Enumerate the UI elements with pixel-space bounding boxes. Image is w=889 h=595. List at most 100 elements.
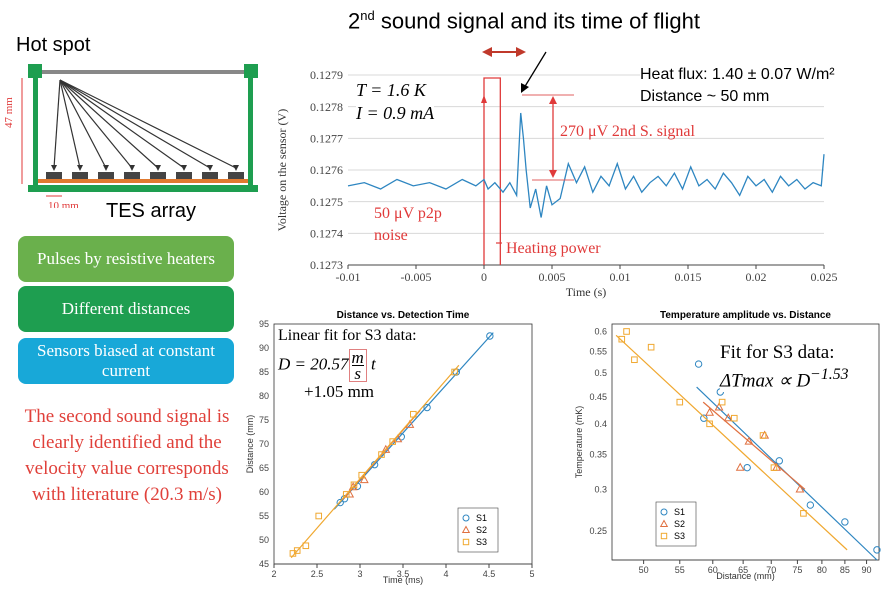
data-point-circle bbox=[700, 414, 708, 422]
data-point-square bbox=[358, 471, 366, 479]
x-tick-label: 0.025 bbox=[811, 270, 838, 284]
signal-amplitude-label: 270 μV 2nd S. signal bbox=[560, 123, 695, 140]
data-point-square bbox=[389, 438, 396, 445]
temperature-distance-chart: 50 55 60 65 70 75 80 85 90 0.25 0.3 0.35 0.4 0.45 0.5 0… bbox=[574, 310, 881, 581]
y-tick-label: 50 bbox=[259, 535, 269, 545]
fit-variable: t bbox=[371, 354, 376, 374]
x-tick-label: 50 bbox=[639, 565, 649, 575]
tes-sensors bbox=[46, 172, 244, 179]
x-axis-label: Distance (mm) bbox=[716, 571, 775, 581]
hot-spot-label: Hot spot bbox=[16, 34, 91, 56]
fit-unit-denominator: s bbox=[354, 364, 361, 383]
data-point-triangle bbox=[795, 484, 805, 493]
heating-pulse bbox=[483, 77, 501, 265]
dimension-width-label: 10 mm bbox=[48, 200, 79, 208]
x-tick-label: 0.02 bbox=[746, 270, 767, 284]
x-tick-label: 0.01 bbox=[610, 270, 631, 284]
data-point-square bbox=[647, 343, 655, 351]
y-tick-label: 75 bbox=[259, 415, 269, 425]
data-point-square bbox=[378, 451, 385, 458]
y-tick-label: 0.3 bbox=[594, 485, 607, 495]
data-point-square bbox=[800, 510, 807, 517]
x-tick-label: -0.01 bbox=[336, 270, 361, 284]
x-tick-label: 70 bbox=[766, 565, 776, 575]
temperature-annotation: T = 1.6 K bbox=[356, 80, 426, 101]
legend-marker bbox=[659, 519, 669, 527]
x-tick-label: 4.5 bbox=[483, 569, 496, 579]
y-tick-label: 0.5 bbox=[594, 368, 607, 378]
distance-annotation: Distance ~ 50 mm bbox=[640, 88, 770, 106]
y-tick-label: 0.1278 bbox=[310, 100, 343, 114]
y-tick-label: 0.4 bbox=[594, 419, 607, 429]
fit-line bbox=[333, 332, 494, 510]
data-point-square bbox=[730, 414, 738, 422]
data-point-triangle bbox=[359, 474, 369, 484]
legend-marker bbox=[461, 525, 471, 533]
data-point-circle bbox=[486, 332, 494, 340]
y-tick-label: 0.6 bbox=[594, 327, 607, 337]
data-point-triangle bbox=[735, 462, 745, 471]
heat-flux-annotation: Heat flux: 1.40 ± 0.07 W/m² bbox=[640, 66, 835, 84]
heating-arrow bbox=[481, 95, 487, 103]
power-fit-box: Fit for S3 data: ΔTmax ∝ D−1.53 bbox=[720, 342, 849, 393]
data-point-square bbox=[631, 356, 638, 364]
y-tick-label: 80 bbox=[259, 391, 269, 401]
x-tick-label: 3 bbox=[357, 569, 362, 579]
x-tick-label: 85 bbox=[840, 565, 850, 575]
power-fit-equation: ΔTmax ∝ D bbox=[720, 370, 811, 392]
x-tick-label: 90 bbox=[862, 565, 872, 575]
x-tick-label: -0.005 bbox=[401, 270, 432, 284]
info-box-pulses: Pulses by resistive heaters bbox=[18, 236, 234, 282]
x-tick-label: 75 bbox=[792, 565, 802, 575]
data-point-square bbox=[315, 512, 323, 520]
y-tick-label: 0.35 bbox=[589, 449, 607, 459]
y-tick-label: 65 bbox=[259, 463, 269, 473]
data-point-circle bbox=[806, 501, 815, 509]
power-fit-title: Fit for S3 data: bbox=[720, 342, 835, 363]
setup-diagram: 47 mm 10 mm bbox=[3, 64, 258, 208]
data-point-square bbox=[302, 542, 310, 550]
x-tick-label: 2.5 bbox=[311, 569, 324, 579]
data-point-circle bbox=[423, 403, 431, 412]
conclusion-text: The second sound signal is clearly ident… bbox=[24, 406, 230, 505]
x-tick-label: 65 bbox=[738, 565, 748, 575]
tes-array-label: TES array bbox=[106, 200, 197, 222]
data-point-triangle bbox=[723, 413, 733, 422]
data-point-triangle bbox=[705, 407, 715, 416]
heating-power-label: Heating power bbox=[506, 240, 601, 257]
y-tick-label: 0.1277 bbox=[310, 132, 343, 146]
data-point-circle bbox=[873, 546, 881, 554]
legend-label: S2 bbox=[476, 525, 487, 535]
data-point-circle bbox=[336, 498, 344, 507]
y-tick-label: 0.1279 bbox=[310, 68, 343, 82]
y-tick-label: 60 bbox=[259, 487, 269, 497]
x-tick-label: 55 bbox=[675, 565, 685, 575]
dimension-height-label: 47 mm bbox=[3, 97, 15, 128]
power-fit-exponent: −1.53 bbox=[810, 366, 849, 383]
data-point-triangle bbox=[381, 444, 391, 453]
fit-line bbox=[290, 364, 460, 559]
data-point-triangle bbox=[345, 489, 355, 498]
y-tick-label: 70 bbox=[259, 439, 269, 449]
y-tick-label: 0.25 bbox=[589, 526, 607, 536]
fit-unit-numerator: m bbox=[351, 348, 364, 367]
legend-marker bbox=[660, 532, 668, 540]
distance-time-chart: 2 2.5 3 3.5 4 4.5 5 45 50 55 60 65 70 75 80 85 90 95 Dista… bbox=[245, 310, 535, 585]
data-point-square bbox=[718, 398, 726, 406]
linear-fit-offset: +1.05 mm bbox=[304, 382, 375, 401]
fit-line bbox=[615, 334, 848, 551]
y-tick-label: 0.45 bbox=[589, 392, 607, 402]
y-axis-label: Voltage on the sensor (V) bbox=[275, 109, 289, 231]
data-point-triangle bbox=[393, 434, 403, 443]
y-tick-label: 95 bbox=[259, 319, 269, 329]
y-tick-label: 0.1273 bbox=[310, 258, 343, 272]
ray-lines bbox=[53, 79, 237, 169]
data-point-square bbox=[350, 481, 358, 489]
data-point-circle bbox=[340, 495, 349, 503]
y-tick-label: 85 bbox=[259, 367, 269, 377]
data-point-square bbox=[706, 420, 713, 428]
data-point-circle bbox=[743, 463, 751, 472]
linear-fit-box: Linear fit for S3 data: D = 20.57 m s t +1… bbox=[278, 327, 417, 402]
y-tick-label: 45 bbox=[259, 559, 269, 569]
data-point-triangle bbox=[714, 402, 724, 411]
